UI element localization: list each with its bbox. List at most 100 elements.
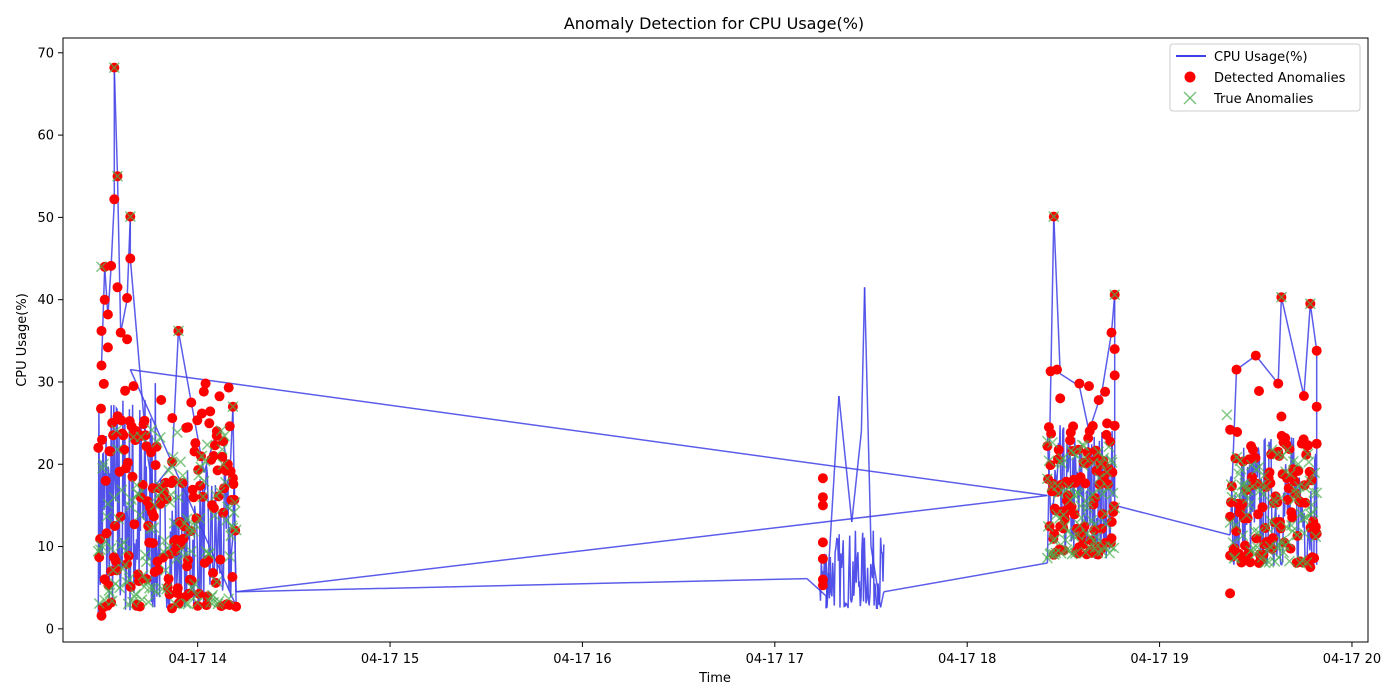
- legend-label-true-anomalies: True Anomalies: [1213, 92, 1314, 107]
- detected-anomaly-point: [127, 471, 138, 482]
- true-anomaly-point: [171, 426, 183, 438]
- true-anomaly-point: [123, 573, 135, 585]
- true-anomaly-point: [195, 461, 207, 473]
- detected-anomaly-point: [187, 484, 198, 495]
- true-anomaly-point: [227, 401, 239, 413]
- detected-anomaly-point: [190, 438, 201, 449]
- cpu-usage-segment: [1255, 355, 1279, 385]
- true-anomaly-point: [1079, 452, 1091, 464]
- detected-anomaly-point: [99, 294, 110, 305]
- cpu-usage-segment: [879, 591, 885, 608]
- cpu-usage-segment: [870, 546, 882, 608]
- x-axis-label: Time: [698, 671, 731, 686]
- cpu-usage-segment: [103, 266, 109, 317]
- cpu-usage-segment: [883, 562, 1048, 593]
- detected-anomaly-point: [1298, 391, 1309, 401]
- cpu-usage-segment: [119, 299, 128, 333]
- cpu-usage-segment: [232, 406, 237, 606]
- true-anomaly-point: [1292, 458, 1304, 470]
- true-anomaly-point: [218, 430, 230, 442]
- x-tick-label: 04-17 17: [746, 652, 804, 667]
- detected-anomaly-point: [1303, 440, 1313, 451]
- detected-anomaly-point: [167, 413, 178, 424]
- cpu-usage-segment: [236, 577, 807, 593]
- true-anomaly-point: [1286, 525, 1298, 537]
- detected-anomaly-point: [93, 442, 104, 453]
- true-anomaly-point: [1252, 526, 1264, 538]
- cpu-usage-segment: [1309, 303, 1318, 351]
- true-anomaly-point: [1275, 492, 1287, 504]
- legend-box: [1169, 43, 1361, 112]
- detected-anomaly-point: [209, 440, 220, 451]
- true-anomaly-point: [1086, 488, 1099, 500]
- true-anomaly-point: [1261, 522, 1273, 534]
- true-anomaly-point: [1081, 502, 1093, 514]
- true-anomaly-point: [1270, 520, 1282, 532]
- cpu-usage-segment: [863, 287, 872, 547]
- true-anomaly-point: [113, 513, 125, 525]
- detected-anomaly-point: [1245, 557, 1256, 568]
- true-anomaly-point: [116, 484, 128, 496]
- true-anomaly-point: [1068, 530, 1080, 542]
- legend-true-swatch: [1183, 91, 1197, 105]
- detected-anomaly-point: [1287, 512, 1298, 523]
- cpu-usage-segment: [1303, 303, 1312, 397]
- cpu-usage-segment: [1053, 215, 1061, 374]
- true-anomaly-point: [1284, 468, 1296, 480]
- true-anomaly-point: [145, 523, 157, 535]
- true-anomaly-point: [1281, 444, 1294, 456]
- detected-anomaly-point: [98, 378, 109, 389]
- true-anomaly-point: [1229, 551, 1241, 564]
- true-anomaly-point: [1264, 540, 1276, 552]
- cpu-usage-segment: [1280, 297, 1305, 397]
- true-anomaly-point: [216, 443, 228, 455]
- true-anomaly-point: [1309, 467, 1321, 479]
- detected-anomaly-point: [1265, 478, 1276, 489]
- true-anomaly-point: [111, 443, 124, 456]
- detected-anomaly-point: [123, 550, 134, 561]
- x-tick-label: 04-17 18: [938, 652, 996, 667]
- true-anomaly-point: [1282, 536, 1295, 548]
- true-anomaly-point: [1070, 449, 1082, 461]
- detected-anomaly-point: [116, 415, 127, 426]
- true-anomaly-point: [100, 535, 112, 547]
- true-anomaly-point: [1055, 547, 1067, 559]
- legend: CPU Usage(%) Detected Anomalies True Ano…: [1169, 43, 1361, 112]
- true-anomaly-point: [1088, 519, 1100, 531]
- true-anomaly-point: [124, 211, 136, 223]
- true-anomaly-point: [1227, 537, 1239, 549]
- true-anomaly-point: [187, 525, 199, 537]
- detected-anomaly-point: [1107, 467, 1118, 478]
- true-anomaly-point: [211, 576, 223, 588]
- y-tick-label: 60: [37, 129, 54, 144]
- detected-anomaly-point: [153, 565, 164, 575]
- x-tick-label: 04-17 20: [1323, 652, 1381, 667]
- true-anomaly-point: [162, 542, 174, 554]
- detected-anomaly-point: [1276, 411, 1287, 422]
- y-axis: 0 10 20 30 40 50 60 70: [37, 46, 63, 637]
- detected-anomaly-point: [109, 194, 120, 205]
- true-anomaly-point: [1291, 529, 1303, 541]
- detected-anomaly-point: [192, 600, 203, 611]
- true-anomaly-point: [106, 595, 118, 607]
- detected-anomaly-point: [1097, 509, 1108, 520]
- detected-anomaly-point: [1069, 509, 1080, 520]
- true-anomaly-point: [1298, 527, 1310, 539]
- true-anomaly-point: [98, 458, 110, 470]
- detected-anomaly-point: [1264, 467, 1275, 478]
- cpu-usage-segment: [851, 431, 863, 522]
- true-anomaly-point: [219, 476, 231, 488]
- detected-anomaly-point: [119, 444, 130, 455]
- detected-anomaly-point: [96, 610, 107, 621]
- true-anomaly-point: [1235, 463, 1247, 475]
- detected-anomaly-point: [218, 507, 229, 518]
- detected-anomaly-point: [96, 360, 107, 371]
- detected-anomaly-point: [817, 492, 828, 503]
- y-tick-label: 0: [46, 622, 54, 637]
- y-tick-label: 70: [37, 46, 54, 61]
- detected-anomaly-point: [1093, 395, 1104, 406]
- true-anomaly-point: [1100, 518, 1112, 530]
- true-anomaly-point: [1251, 541, 1263, 553]
- cpu-usage-series: [97, 67, 1318, 616]
